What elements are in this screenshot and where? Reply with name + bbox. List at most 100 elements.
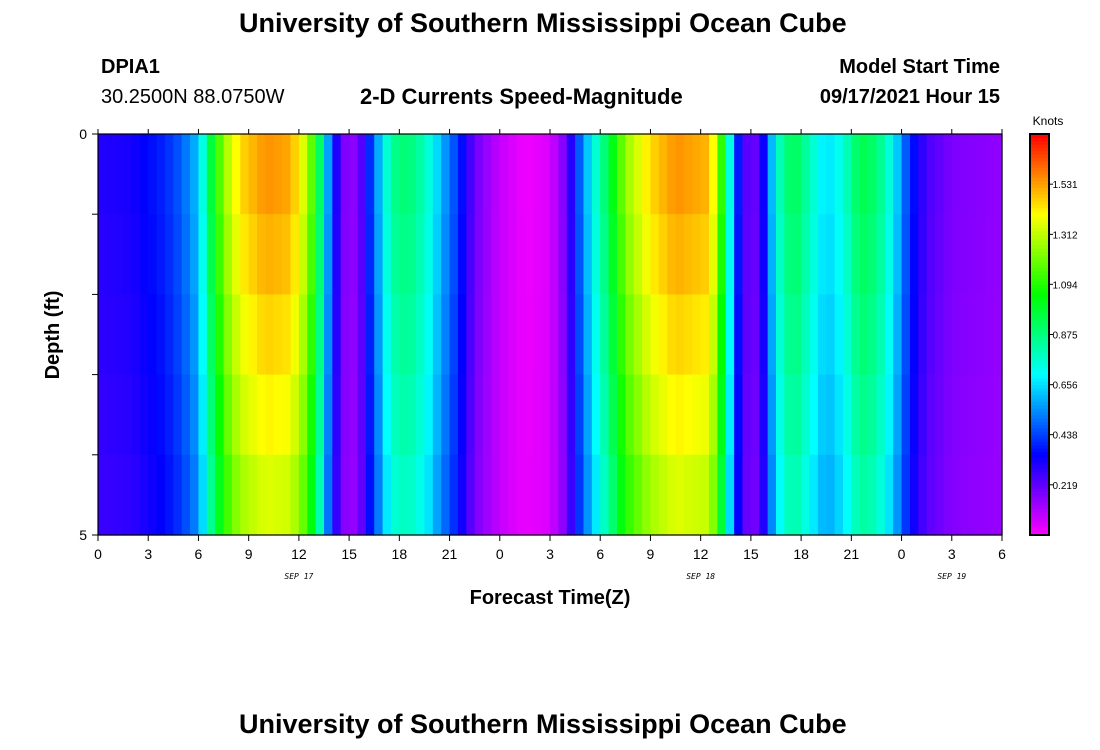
heatmap-cell [876, 374, 886, 456]
heatmap-cell [817, 454, 827, 536]
colorbar-swatch [1030, 321, 1049, 325]
heatmap-cell [181, 454, 191, 536]
heatmap-cell [349, 454, 359, 536]
heatmap-cell [131, 214, 141, 295]
heatmap-cell [98, 214, 107, 295]
heatmap-cell [273, 454, 283, 536]
heatmap-cell [123, 214, 133, 295]
colorbar-swatch [1030, 518, 1049, 523]
colorbar-swatch [1030, 408, 1049, 412]
colorbar-swatch [1030, 528, 1049, 533]
heatmap-cell [123, 134, 133, 215]
heatmap-cell [650, 134, 660, 215]
heatmap-cell [725, 374, 735, 456]
heatmap-cell [834, 134, 844, 215]
heatmap-cell [700, 294, 710, 376]
heatmap-cell [616, 374, 626, 456]
colorbar-swatch [1030, 344, 1049, 349]
heatmap-cell [960, 214, 970, 295]
x-tick-label: 0 [496, 546, 504, 562]
heatmap-cell [324, 374, 333, 456]
heatmap-cell [173, 454, 183, 536]
heatmap-cell [324, 454, 333, 536]
heatmap-cell [884, 134, 894, 215]
colorbar-swatch [1030, 484, 1049, 489]
heatmap-cell [951, 374, 961, 456]
heatmap-cell [98, 134, 107, 215]
heatmap-cell [541, 294, 551, 376]
heatmap-cell [909, 214, 919, 295]
heatmap-cell [717, 294, 727, 376]
heatmap-cell [114, 294, 124, 376]
heatmap-cell [834, 374, 844, 456]
heatmap-cell [767, 134, 777, 215]
heatmap-cell [541, 454, 551, 536]
heatmap-cell [390, 294, 400, 376]
heatmap-cell [918, 374, 928, 456]
colorbar-swatch [1030, 327, 1049, 332]
heatmap-cell [457, 374, 467, 456]
heatmap-cell [340, 294, 350, 376]
heatmap-cell [148, 374, 158, 456]
heatmap-cell [951, 454, 961, 536]
heatmap-cell [591, 294, 601, 376]
heatmap-cell [868, 214, 878, 295]
heatmap-cell [591, 454, 601, 536]
speed-heatmap-chart: 0 3 6 9 12 15 18 21 0 3 6 9 12 15 18 21 0 3 6 SEP 17 SEP 18 S… [42, 114, 1078, 609]
heatmap-cell [231, 374, 241, 456]
heatmap-cell [650, 454, 660, 536]
colorbar-swatch [1030, 331, 1049, 335]
heatmap-cell [114, 374, 124, 456]
heatmap-cell [491, 374, 501, 456]
heatmap-cell [583, 214, 593, 295]
heatmap-cell [131, 374, 141, 456]
colorbar-swatch [1030, 170, 1049, 175]
heatmap-cell [524, 294, 534, 376]
heatmap-cell [993, 134, 1003, 215]
colorbar-tick-label: 0.656 [1052, 381, 1077, 392]
colorbar-swatch [1030, 150, 1049, 155]
heatmap-cell [474, 374, 484, 456]
heatmap-cell [483, 374, 493, 456]
colorbar-swatch [1030, 140, 1049, 145]
heatmap-cell [675, 294, 685, 376]
colorbar-swatch [1030, 401, 1049, 406]
heatmap-cell [851, 214, 861, 295]
colorbar-swatch [1030, 294, 1049, 299]
heatmap-cell [114, 134, 124, 215]
colorbar-swatch [1030, 230, 1049, 235]
heatmap-cell [399, 134, 409, 215]
footer-title: University of Southern Mississippi Ocean… [239, 709, 847, 739]
heatmap-cell [851, 374, 861, 456]
heatmap-cell [315, 454, 325, 536]
heatmap-cells [98, 134, 1003, 536]
colorbar-swatch [1030, 458, 1049, 462]
heatmap-cell [985, 374, 995, 456]
colorbar-swatch [1030, 524, 1049, 529]
heatmap-cell [457, 134, 467, 215]
model-start-label: Model Start Time [839, 56, 1000, 78]
heatmap-cell [642, 134, 652, 215]
heatmap-cell [198, 374, 208, 456]
heatmap-cell [148, 454, 158, 536]
heatmap-cell [357, 454, 367, 536]
heatmap-cell [491, 214, 501, 295]
x-tick-label: 6 [998, 546, 1006, 562]
heatmap-cell [650, 294, 660, 376]
heatmap-cell [859, 134, 869, 215]
heatmap-cell [960, 134, 970, 215]
heatmap-cell [675, 374, 685, 456]
heatmap-cell [432, 134, 442, 215]
heatmap-cell [131, 454, 141, 536]
heatmap-cell [524, 214, 534, 295]
colorbar-tick-label: 1.094 [1052, 280, 1077, 291]
heatmap-cell [399, 214, 409, 295]
heatmap-cell [767, 454, 777, 536]
colorbar-swatch [1030, 367, 1049, 372]
heatmap-cell [776, 134, 785, 215]
heatmap-cell [508, 294, 518, 376]
heatmap-cell [273, 134, 283, 215]
heatmap-cell [382, 454, 392, 536]
heatmap-cell [550, 134, 559, 215]
colorbar-swatch [1030, 167, 1049, 172]
